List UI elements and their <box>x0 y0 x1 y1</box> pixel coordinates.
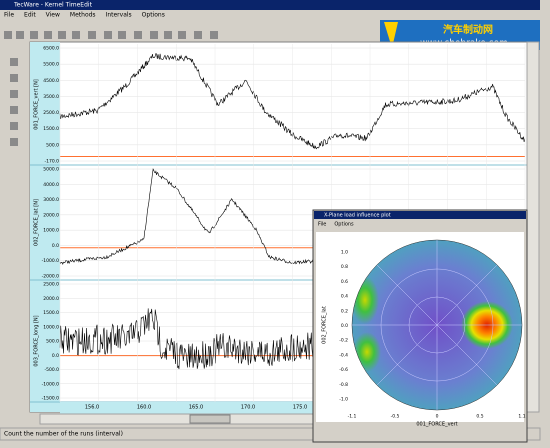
menu-bar: File Edit View Methods Intervals Options <box>4 12 165 19</box>
popup-y-tick: -1.0 <box>339 397 348 403</box>
popup-y-tick: 1.0 <box>341 250 348 256</box>
popup-y-tick: 0.2 <box>341 308 348 314</box>
popup-y-tick: 0.6 <box>341 279 348 285</box>
popup-y-tick: 0.8 <box>341 264 348 270</box>
x-tick-label: 156.0 <box>85 405 99 411</box>
y-axis-label: 002_FORCE_lat [N] <box>34 199 40 246</box>
title-bar <box>0 0 540 10</box>
y-tick-label: 2500.0 <box>43 282 59 288</box>
menu-item[interactable]: View <box>46 12 60 19</box>
toolbar-icons <box>4 31 218 146</box>
popup-y-tick: -0.6 <box>339 367 348 373</box>
window-title: TecWare - Kernel TimeEdit <box>13 2 93 9</box>
y-tick-label: -1500.0 <box>42 396 60 402</box>
y-axis-label: 001_FORCE_vert [N] <box>34 79 40 130</box>
popup-y-tick: 0.4 <box>341 294 348 300</box>
popup-y-tick: -0.8 <box>339 382 348 388</box>
menu-item[interactable]: Methods <box>70 12 96 19</box>
y-tick-label: 4000.0 <box>43 182 59 188</box>
status-text: Count the number of the runs (interval) <box>4 431 123 438</box>
menu-item[interactable]: File <box>4 12 14 19</box>
popup-x-tick: 1.1 <box>518 414 525 420</box>
y-tick-label: 0.0 <box>52 243 59 249</box>
popup-menu-item[interactable]: Options <box>334 222 354 228</box>
y-axis-label: 003_FORCE_long [N] <box>34 315 40 366</box>
x-tick-label: 165.0 <box>189 405 203 411</box>
popup-x-tick: 0.5 <box>476 414 483 420</box>
popup-x-label: 001_FORCE_vert <box>416 422 457 428</box>
popup-y-tick: -0.4 <box>339 352 348 358</box>
y-tick-label: 2000.0 <box>43 296 59 302</box>
popup-y-tick: -0.2 <box>339 338 348 344</box>
y-tick-label: -1000.0 <box>42 258 60 264</box>
popup-y-label: 002_FORCE_lat <box>322 306 328 344</box>
y-tick-label: 4500.0 <box>43 78 59 84</box>
y-tick-label: 1000.0 <box>43 324 59 330</box>
popup-title: X-Plane load influence plot <box>324 213 391 219</box>
x-tick-label: 175.0 <box>293 405 307 411</box>
watermark-name: 汽车制动网 <box>443 23 493 36</box>
x-tick-label: 160.0 <box>137 405 151 411</box>
watermark-logo <box>384 22 398 48</box>
y-tick-label: -2000.0 <box>42 274 60 280</box>
y-tick-label: -170.0 <box>44 159 59 165</box>
y-tick-label: -1000.0 <box>42 381 60 387</box>
polar-grid <box>351 239 523 411</box>
popup-window: X-Plane load influence plot File Options … <box>312 209 528 443</box>
y-tick-label: 500.0 <box>46 339 59 345</box>
axis-strip <box>30 42 60 412</box>
y-tick-label: -500.0 <box>44 367 59 373</box>
popup-menu: File Options <box>318 222 354 228</box>
popup-y-tick: 0.0 <box>341 323 348 329</box>
popup-x-tick: 0 <box>436 414 439 420</box>
y-tick-label: 1500.0 <box>43 310 59 316</box>
popup-title-bar <box>314 211 526 219</box>
y-tick-label: 2500.0 <box>43 110 59 116</box>
popup-menu-item[interactable]: File <box>318 222 326 228</box>
y-tick-label: 5000.0 <box>43 167 59 173</box>
y-tick-label: 2000.0 <box>43 212 59 218</box>
y-tick-label: 0.0 <box>52 353 59 359</box>
y-tick-label: 1500.0 <box>43 126 59 132</box>
popup-x-tick: -1.1 <box>348 414 357 420</box>
menu-item[interactable]: Options <box>142 12 165 19</box>
v-scrollbar[interactable] <box>526 41 540 413</box>
y-tick-label: 500.0 <box>46 142 59 148</box>
menu-item[interactable]: Intervals <box>106 12 132 19</box>
popup-x-tick: -0.5 <box>391 414 400 420</box>
menu-item[interactable]: Edit <box>24 12 36 19</box>
y-tick-label: 1000.0 <box>43 228 59 234</box>
y-tick-label: 3000.0 <box>43 197 59 203</box>
scroll-thumb[interactable] <box>189 414 231 424</box>
x-tick-label: 170.0 <box>241 405 255 411</box>
y-tick-label: 6500.0 <box>43 46 59 52</box>
y-tick-label: 3500.0 <box>43 94 59 100</box>
y-tick-label: 5500.0 <box>43 62 59 68</box>
